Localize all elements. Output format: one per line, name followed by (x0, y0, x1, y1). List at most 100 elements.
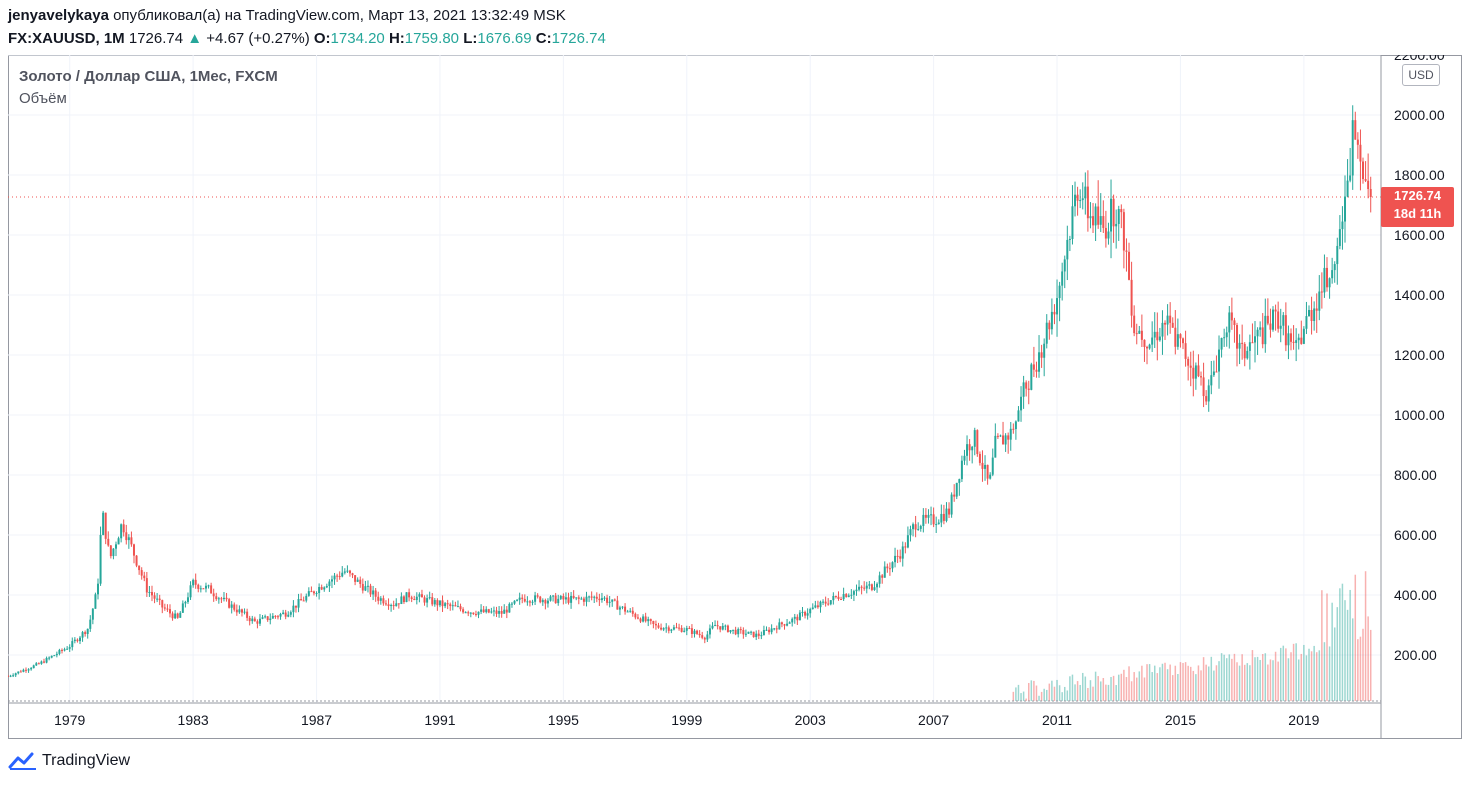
candle-body (127, 537, 130, 541)
volume-bar (1241, 654, 1243, 701)
brand-footer[interactable]: TradingView (8, 751, 130, 771)
candle-body (22, 669, 25, 672)
candle-body (891, 562, 894, 569)
candle-body (1092, 216, 1095, 226)
candle-body (207, 585, 210, 587)
candle-body (351, 573, 354, 576)
candle-body (582, 598, 585, 602)
candle-body (796, 616, 799, 621)
candle-body (1166, 315, 1169, 325)
tradingview-logo-icon (8, 752, 36, 770)
candle-body (685, 628, 688, 631)
candle-body (441, 600, 444, 607)
candle-body (1094, 206, 1097, 226)
volume-bar (1099, 681, 1102, 701)
candle-body (395, 603, 398, 607)
candle-body (788, 622, 791, 624)
volume-legend[interactable]: Объём (19, 90, 67, 107)
volume-bar (1200, 670, 1202, 701)
candle-body (1050, 311, 1053, 330)
candle-body (1143, 339, 1146, 347)
candle-body (282, 612, 285, 614)
volume-bar (1179, 662, 1182, 701)
candle-body (477, 611, 480, 615)
volume-bar (1285, 648, 1287, 701)
candle-body (467, 612, 470, 614)
price-chart[interactable]: 200.00 400.00 600.00 800.00 1000.00 1200.00 14… (8, 55, 1462, 739)
candle-body (184, 601, 187, 604)
volume-bar (1076, 681, 1079, 701)
candle-body (603, 597, 606, 599)
candle-body (114, 544, 117, 549)
candle-body (490, 611, 493, 613)
volume-bar (1197, 665, 1200, 701)
candle-body (156, 598, 159, 600)
candle-body (145, 578, 148, 593)
volume-bar (1056, 679, 1058, 701)
candle-body (1043, 343, 1046, 358)
candle-body (161, 600, 164, 608)
candle-body (176, 613, 179, 618)
candle-body (199, 588, 202, 590)
candle-body (1076, 194, 1079, 201)
candle-body (989, 474, 992, 479)
candle-body (1017, 410, 1020, 422)
candle-body (76, 639, 79, 642)
candle-body (78, 637, 81, 642)
candle-body (1063, 259, 1066, 272)
candle-body (505, 609, 508, 613)
candle-body (238, 609, 241, 613)
candle-body (865, 585, 868, 589)
candle-body (1153, 331, 1156, 338)
candle-body (420, 594, 423, 598)
candle-body (726, 625, 729, 632)
candle-body (194, 579, 197, 585)
candle-body (1133, 315, 1136, 334)
volume-bar (1025, 698, 1027, 701)
volume-bar (1251, 650, 1254, 701)
candle-body (315, 593, 318, 595)
candle-body (1292, 341, 1295, 343)
close-label: C: (535, 30, 552, 47)
candle-body (287, 614, 290, 617)
candle-body (546, 600, 549, 604)
volume-bar (1048, 683, 1051, 701)
candle-body (269, 618, 272, 621)
volume-bar (1043, 688, 1045, 701)
candle-body (850, 594, 853, 596)
candle-body (552, 595, 555, 597)
volume-bar (1202, 657, 1205, 701)
candle-body (81, 632, 84, 638)
candle-body (570, 595, 573, 603)
candle-body (1297, 337, 1300, 341)
candle-body (500, 611, 503, 614)
volume-bar (1336, 607, 1339, 701)
candle-body (564, 597, 567, 600)
candle-body (148, 592, 151, 594)
volume-bar (1182, 662, 1184, 701)
candle-body (549, 596, 552, 601)
volume-bar (1210, 656, 1213, 701)
candle-body (1248, 342, 1251, 351)
candle-body (485, 609, 488, 613)
volume-bar (1225, 658, 1228, 701)
candle-body (192, 579, 195, 586)
candle-body (829, 600, 832, 605)
volume-bar (1177, 673, 1179, 701)
candle-body (1218, 349, 1221, 372)
candle-body (958, 479, 961, 483)
candle-body (878, 575, 881, 584)
volume-bar (1097, 676, 1099, 701)
volume-bar (1195, 674, 1197, 701)
candle-body (330, 579, 333, 582)
candle-body (1349, 175, 1352, 181)
candle-body (361, 583, 364, 591)
series-title[interactable]: Золото / Доллар США, 1Мес, FXCM (19, 68, 278, 85)
volume-bar (1305, 655, 1308, 701)
candle-body (1251, 342, 1254, 344)
currency-badge[interactable]: USD (1402, 64, 1440, 86)
candle-body (1104, 227, 1107, 239)
author-name[interactable]: jenyavelykaya (8, 7, 109, 24)
candle-body (1302, 328, 1305, 344)
volume-bar (1346, 609, 1349, 701)
